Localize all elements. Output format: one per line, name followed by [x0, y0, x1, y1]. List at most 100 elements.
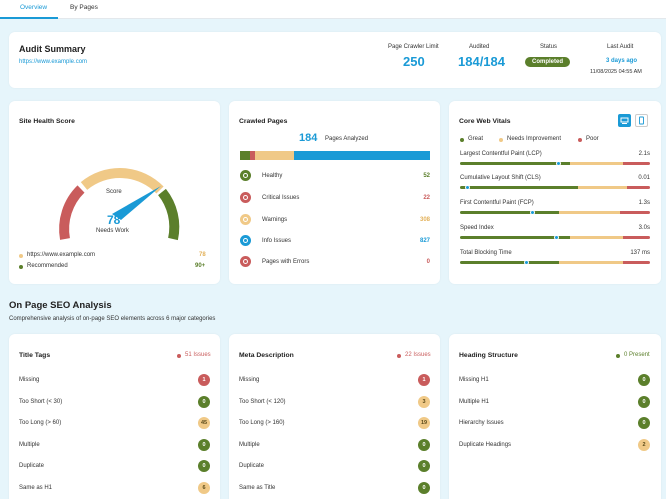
legend-site-value: 78	[199, 252, 206, 258]
last-audit-ago: 3 days ago	[606, 58, 638, 64]
bar-needs-improvement	[570, 162, 624, 165]
seo-row-count: 6	[198, 481, 210, 494]
seo-card-title: Heading Structure	[459, 352, 518, 359]
seo-row-label: Too Long (> 160)	[239, 420, 285, 426]
crawled-bar-segment-3	[293, 151, 430, 160]
site-health-card: Site Health Score Score 78 Needs Work ht…	[9, 101, 220, 284]
legend-dot-recommended	[19, 265, 23, 269]
seo-row-count: 2	[638, 438, 650, 451]
seo-card-issues: 0 Present	[624, 352, 650, 358]
issue-dot	[397, 354, 401, 358]
desktop-toggle-button[interactable]	[618, 114, 631, 127]
cwv-title: Core Web Vitals	[459, 118, 511, 125]
warning-icon	[240, 214, 251, 225]
legend-poor-dot	[578, 138, 582, 142]
seo-row-count: 1	[418, 374, 430, 386]
seo-row-count: 3	[418, 395, 430, 408]
audited-value: 184/184	[458, 54, 505, 69]
seo-row-label: Too Long (> 60)	[19, 420, 62, 426]
seo-row-label: Duplicate	[239, 463, 265, 469]
mobile-icon	[639, 116, 644, 125]
healthy-label: Healthy	[262, 173, 283, 179]
seo-row-count: 0	[418, 481, 430, 494]
seo-row-count: 0	[198, 438, 210, 451]
bar-great	[460, 236, 571, 239]
crawled-count-label: Pages Analyzed	[325, 136, 369, 142]
active-tab-indicator	[0, 17, 58, 19]
cwv-metric-value: 137 ms	[630, 250, 650, 256]
tab-bar: Overview By Pages	[0, 0, 666, 19]
seo-row-label: Same as H1	[19, 484, 53, 491]
legend-needs-improvement-dot	[499, 138, 503, 142]
audited-label: Audited	[469, 44, 490, 50]
crawled-pages-card: Crawled Pages 184 Pages Analyzed Healthy…	[229, 101, 440, 284]
crawled-distribution-bar	[240, 151, 430, 160]
bar-poor	[623, 162, 650, 165]
seo-card-issues: 51 Issues	[185, 352, 211, 358]
bar-poor	[623, 261, 650, 264]
crawler-limit-value: 250	[403, 54, 425, 69]
bar-needs-improvement	[558, 261, 624, 264]
crawler-limit-label: Page Crawler Limit	[388, 44, 439, 50]
legend-great-dot	[460, 138, 464, 142]
pages-with-errors-label: Pages with Errors	[262, 259, 310, 265]
tab-by-pages[interactable]: By Pages	[70, 4, 98, 11]
status-badge: Completed	[525, 57, 571, 67]
bar-great	[460, 162, 571, 165]
health-gauge	[59, 168, 180, 241]
mobile-toggle-button[interactable]	[635, 114, 648, 127]
bar-poor	[627, 186, 650, 189]
cwv-metric-bar	[460, 162, 650, 165]
seo-row-count: 0	[418, 438, 430, 451]
crawled-bar-segment-0	[240, 151, 251, 160]
cwv-metric-label: First Contentful Paint (FCP)	[460, 200, 534, 206]
bar-great	[460, 211, 559, 214]
crawled-count: 184	[299, 132, 318, 144]
seo-card-title: Title Tags	[19, 352, 51, 359]
seo-card-title: Meta Description	[239, 352, 294, 359]
crawled-pages-title: Crawled Pages	[239, 118, 288, 125]
seo-row-count: 1	[198, 374, 210, 386]
seo-row-label: Duplicate	[19, 463, 45, 469]
tab-overview[interactable]: Overview	[20, 4, 48, 11]
seo-subtitle: Comprehensive analysis of on-page SEO el…	[9, 316, 216, 322]
seo-row-count: 0	[198, 395, 210, 408]
seo-row-count: 0	[638, 374, 650, 386]
issue-dot	[177, 354, 181, 358]
desktop-icon	[620, 117, 629, 124]
seo-row-count: 0	[638, 395, 650, 408]
audit-url[interactable]: https://www.example.com	[19, 59, 88, 65]
bar-great	[460, 261, 559, 264]
legend-dot-site	[19, 254, 23, 258]
seo-row-label: Multiple	[239, 441, 260, 448]
warnings-label: Warnings	[262, 217, 288, 223]
block-icon	[240, 256, 251, 267]
legend-site-label: https://www.example.com	[27, 252, 96, 258]
broken-link-icon	[240, 192, 251, 203]
link-icon	[240, 170, 251, 181]
cwv-metric-bar	[460, 261, 650, 264]
bar-great	[460, 186, 578, 189]
seo-row-label: Too Short (< 30)	[19, 398, 63, 405]
last-audit-date: 11/08/2025 04:55 AM	[590, 69, 642, 75]
bar-needs-improvement	[570, 236, 624, 239]
cwv-metric-marker	[556, 161, 562, 166]
seo-row-count: 0	[638, 417, 650, 429]
seo-title: On Page SEO Analysis	[9, 300, 112, 311]
seo-row-count: 45	[198, 417, 210, 429]
info-issues-value: 827	[419, 238, 430, 244]
seo-row-label: Missing H1	[459, 377, 489, 383]
seo-card-heading-structure: Heading Structure 0 Present Missing H1 0 Mul…	[449, 334, 661, 499]
audit-summary-card: Audit Summary https://www.example.com Pa…	[9, 32, 661, 88]
legend-recommended-value: 90+	[195, 263, 206, 269]
status-label: Status	[540, 44, 558, 50]
bar-poor	[623, 236, 650, 239]
cwv-metric-marker	[524, 260, 529, 265]
seo-card-issues: 22 Issues	[405, 352, 431, 358]
bar-needs-improvement	[577, 186, 628, 189]
seo-row-label: Too Short (< 120)	[239, 398, 286, 405]
cwv-metric-value: 2.1s	[638, 151, 650, 157]
cwv-metric-marker	[554, 235, 560, 240]
warnings-value: 308	[419, 217, 430, 223]
crawled-bar-segment-2	[255, 151, 294, 160]
